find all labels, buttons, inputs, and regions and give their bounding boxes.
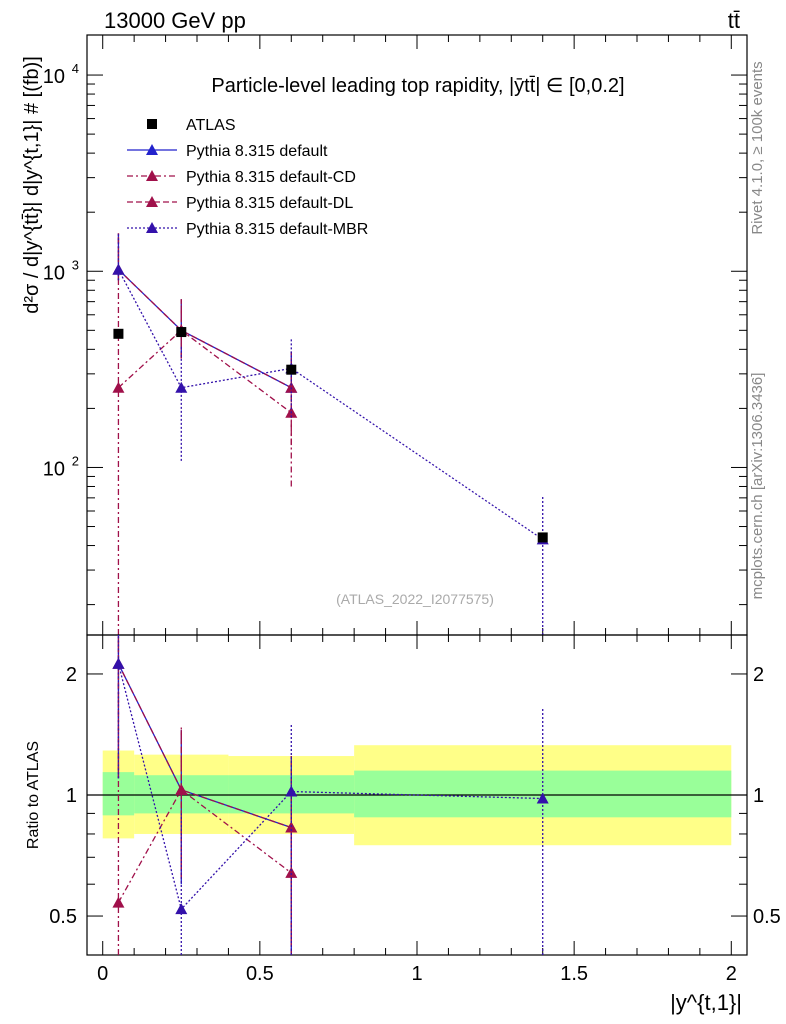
legend-marker [146, 222, 158, 233]
ratio-y-tick-label: 1 [66, 785, 77, 807]
legend-marker [147, 119, 157, 129]
mcplots-label: mcplots.cern.ch [arXiv:1306.3436] [749, 373, 766, 600]
ratio-y-tick-label: 0.5 [753, 906, 781, 928]
ratio-panel: 0.5 0.5 1 1 2 2 0 0.5 1 1.5 2 [49, 635, 781, 985]
legend-marker [146, 144, 158, 155]
atlas-data-point [537, 532, 548, 543]
mc-2-point [285, 381, 298, 393]
ratio-3-point [536, 792, 549, 804]
ratio-3-point [285, 785, 298, 797]
main-panel: 10 2 10 3 10 4 ATLAS Pythia 8.315 default Pythia… [43, 35, 747, 635]
y-tick-label: 10 [43, 458, 65, 480]
ratio-3-series-line [117, 663, 543, 911]
mc-3-series-line [117, 269, 544, 540]
ratio-band-inner [102, 772, 135, 816]
y-tick-label-exponent: 4 [72, 61, 79, 76]
ratio-2-point [175, 783, 188, 795]
x-axis-label: |y^{t,1}| [670, 990, 742, 1015]
atlas-data-point [286, 364, 297, 375]
atlas-data-point [176, 327, 187, 338]
ratio-ylabel: Ratio to ATLAS [25, 741, 42, 849]
energy-label: 13000 GeV pp [104, 8, 246, 33]
ratio-2-point [285, 821, 298, 833]
analysis-watermark: (ATLAS_2022_I2077575) [336, 591, 494, 607]
y-tick-label: 10 [43, 262, 65, 284]
y-tick-label: 10 [43, 66, 65, 88]
ratio-3-point [112, 657, 125, 669]
process-label: tt̄ [728, 8, 740, 33]
ratio-y-tick-label: 0.5 [49, 906, 77, 928]
rivet-label: Rivet 4.1.0, ≥ 100k events [749, 61, 766, 234]
ratio-1-point [112, 896, 125, 908]
ratio-y-tick-label: 2 [66, 664, 77, 686]
x-tick-label: 1 [411, 963, 422, 985]
mc-0-series-line [117, 269, 292, 389]
main-ylabel: d²σ / d|y^{tt̄}| d|y^{t,1}| # [(fb)] [21, 56, 43, 314]
y-tick-label-exponent: 3 [72, 257, 79, 272]
atlas-data-point [113, 328, 124, 339]
ratio-y-tick-label: 2 [753, 664, 764, 686]
main-title: Particle-level leading top rapidity, |ȳ… [211, 75, 624, 97]
legend-entry: Pythia 8.315 default-CD [186, 169, 356, 186]
ratio-y-tick-label: 1 [753, 785, 764, 807]
mc-1-point [112, 381, 125, 393]
legend-entry: Pythia 8.315 default [186, 143, 328, 160]
x-tick-label: 0.5 [246, 963, 274, 985]
legend-marker [146, 170, 158, 181]
legend-entry: ATLAS [186, 117, 236, 134]
legend-entry: Pythia 8.315 default-MBR [186, 221, 368, 238]
x-tick-label: 1.5 [560, 963, 588, 985]
legend-marker [146, 196, 158, 207]
x-tick-label: 2 [726, 963, 737, 985]
mc-3-point [112, 263, 125, 275]
ratio-3-point [175, 903, 188, 915]
y-tick-label-exponent: 2 [72, 453, 79, 468]
mc-3-point [175, 381, 188, 393]
mc-2-series-line [117, 269, 292, 389]
legend-entry: Pythia 8.315 default-DL [186, 195, 353, 212]
x-tick-label: 0 [97, 963, 108, 985]
